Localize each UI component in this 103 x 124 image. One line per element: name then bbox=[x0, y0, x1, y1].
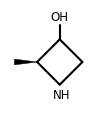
Text: OH: OH bbox=[51, 11, 69, 24]
Polygon shape bbox=[14, 59, 37, 65]
Text: NH: NH bbox=[53, 89, 71, 102]
